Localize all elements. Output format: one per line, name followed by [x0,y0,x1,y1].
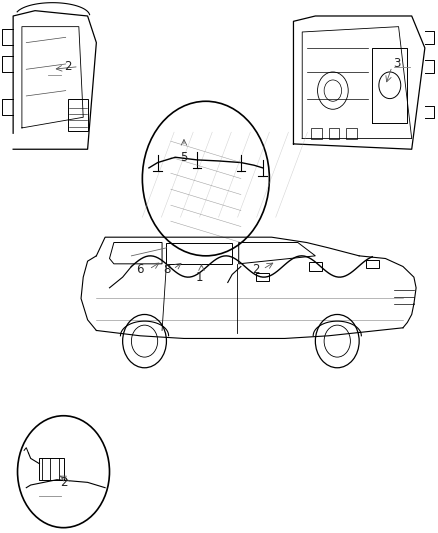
Text: 6: 6 [136,263,144,276]
Text: 3: 3 [393,58,400,70]
Text: 2: 2 [252,263,260,276]
Text: 8: 8 [163,263,170,276]
Text: 2: 2 [64,60,72,73]
Text: 1: 1 [195,271,203,284]
Text: 2: 2 [60,476,67,489]
Text: 5: 5 [180,151,187,164]
